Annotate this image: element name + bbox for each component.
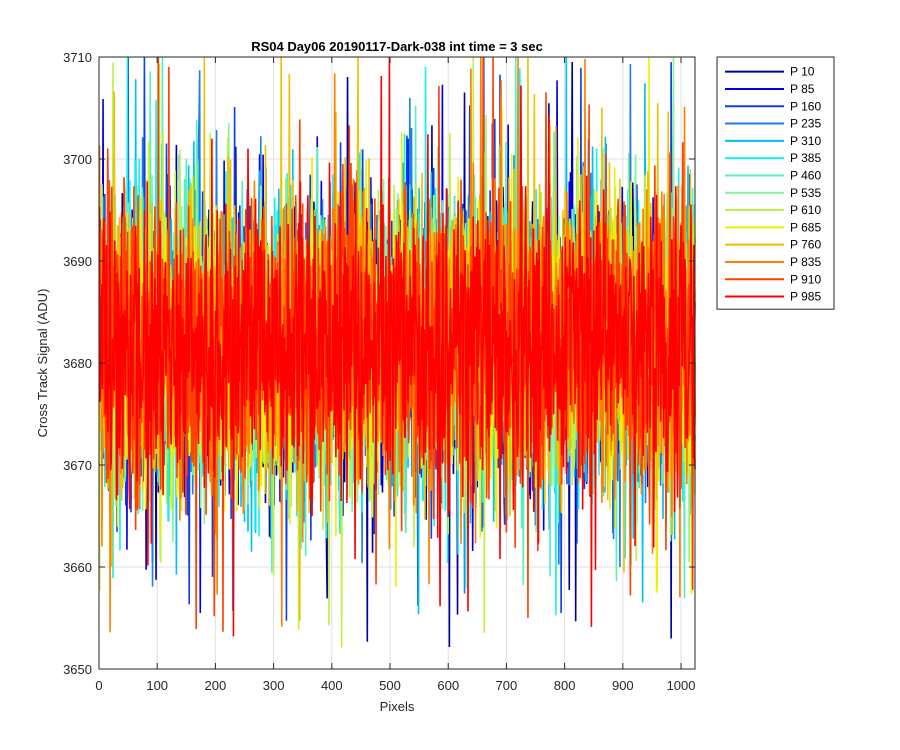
axis-ticks: 0 100 200 300 400 500 600 700 800 900 1000 3650 3660… [63,50,695,693]
x-tick-label: 400 [321,678,343,693]
legend-label: P 835 [790,255,821,269]
legend: P 10 P 85 P 160 P 235 P 310 P 385 P 460 P 535 P … [716,56,835,310]
x-tick-label: 300 [263,678,285,693]
legend-label: P 160 [790,99,821,113]
legend-box [716,56,835,310]
x-tick-label: 0 [95,678,102,693]
chart-title: RS04 Day06 20190117-Dark-038 int time = … [251,39,543,54]
legend-label: P 910 [790,272,821,286]
legend-label: P 460 [790,168,821,182]
legend-label: P 685 [790,220,821,234]
x-tick-label: 200 [205,678,227,693]
x-tick-label: 500 [379,678,401,693]
legend-label: P 310 [790,134,821,148]
x-axis-label: Pixels [380,699,415,714]
y-tick-label: 3680 [63,356,92,371]
legend-label: P 985 [790,290,821,304]
legend-label: P 10 [790,65,815,79]
legend-label: P 385 [790,151,821,165]
y-tick-label: 3650 [63,662,92,677]
legend-label: P 535 [790,186,821,200]
series-line-p-985 [98,56,696,637]
x-tick-label: 900 [612,678,634,693]
y-axis-label: Cross Track Signal (ADU) [35,289,50,438]
y-tick-label: 3710 [63,50,92,65]
x-tick-label: 600 [437,678,459,693]
y-tick-label: 3700 [63,152,92,167]
y-tick-label: 3690 [63,254,92,269]
legend-label: P 85 [790,82,815,96]
y-tick-label: 3660 [63,560,92,575]
x-tick-label: 800 [554,678,576,693]
legend-label: P 235 [790,117,821,131]
x-tick-label: 1000 [667,678,696,693]
x-tick-label: 100 [146,678,168,693]
y-tick-label: 3670 [63,458,92,473]
legend-label: P 610 [790,203,821,217]
legend-label: P 760 [790,238,821,252]
x-tick-label: 700 [496,678,518,693]
series-lines [98,56,696,648]
